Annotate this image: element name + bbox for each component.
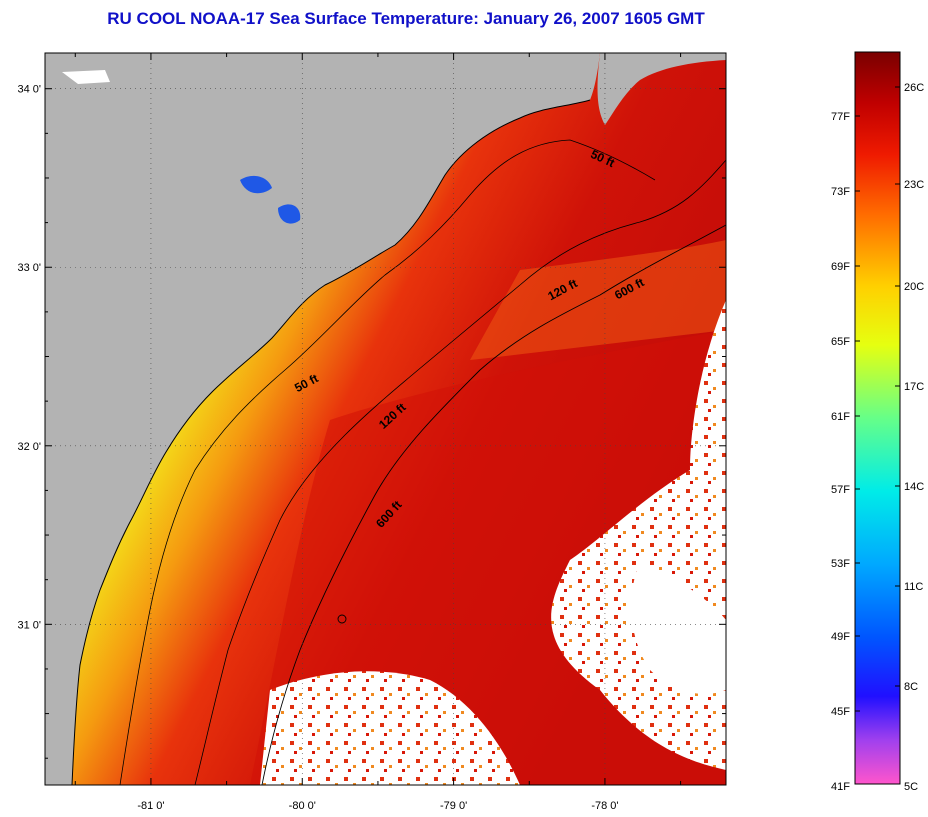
colorbar-fahrenheit-label: 69F bbox=[831, 261, 850, 273]
inland-lake bbox=[278, 204, 301, 224]
map-area bbox=[45, 53, 726, 785]
colorbar-celsius-label: 5C bbox=[904, 781, 918, 793]
inland-lake bbox=[62, 70, 110, 84]
colorbar-celsius-label: 17C bbox=[904, 381, 924, 393]
colorbar-celsius-label: 11C bbox=[904, 581, 923, 593]
colorbar-fahrenheit-label: 49F bbox=[831, 631, 850, 643]
colorbar-fahrenheit-label: 61F bbox=[831, 411, 850, 423]
colorbar-celsius-label: 20C bbox=[904, 281, 924, 293]
lon-tick-label: -81 0' bbox=[137, 800, 164, 812]
cloud-cover-south bbox=[260, 671, 520, 785]
colorbar-fahrenheit-label: 41F bbox=[831, 781, 850, 793]
lat-tick-label: 33 0' bbox=[17, 262, 41, 274]
colorbar-scale bbox=[854, 51, 901, 785]
lat-tick-label: 34 0' bbox=[17, 84, 41, 96]
colorbar: 77F 73F 69F 65F 61F 57F 53F 49F 45F 41F 26C 23C 20C… bbox=[831, 51, 924, 793]
colorbar-fahrenheit-labels: 77F 73F 69F 65F 61F 57F 53F 49F 45F 41F bbox=[831, 111, 850, 793]
land-mass-north bbox=[597, 53, 726, 125]
lon-tick-label: -78 0' bbox=[591, 800, 618, 812]
colorbar-celsius-labels: 26C 23C 20C 17C 14C 11C 8C 5C bbox=[904, 82, 924, 793]
axis-ticks bbox=[45, 53, 726, 785]
depth-contour-50ft bbox=[119, 139, 656, 785]
colorbar-fahrenheit-label: 53F bbox=[831, 558, 850, 570]
colorbar-fahrenheit-label: 57F bbox=[831, 484, 850, 496]
colorbar-ticks bbox=[855, 86, 900, 712]
lon-tick-label: -80 0' bbox=[289, 800, 316, 812]
latitude-labels: 34 0' 33 0' 32 0' 31 0' bbox=[17, 84, 41, 632]
lon-tick-label: -79 0' bbox=[440, 800, 467, 812]
lat-lon-grid bbox=[45, 53, 726, 785]
coastline bbox=[71, 99, 591, 785]
map-frame bbox=[44, 52, 727, 786]
inland-lake bbox=[240, 175, 272, 194]
land-mass bbox=[45, 53, 600, 785]
lat-tick-label: 31 0' bbox=[17, 619, 41, 631]
colorbar-celsius-label: 8C bbox=[904, 681, 918, 693]
depth-contour-600ft bbox=[261, 224, 726, 785]
colorbar-celsius-label: 26C bbox=[904, 82, 924, 94]
colorbar-celsius-label: 23C bbox=[904, 179, 924, 191]
cloud-cover-patch bbox=[631, 560, 726, 694]
colorbar-celsius-label: 14C bbox=[904, 481, 924, 493]
colorbar-fahrenheit-label: 45F bbox=[831, 706, 850, 718]
station-marker bbox=[337, 614, 347, 624]
depth-contour-120ft bbox=[194, 159, 726, 785]
map-title: RU COOL NOAA-17 Sea Surface Temperature:… bbox=[107, 9, 705, 28]
colorbar-fahrenheit-label: 73F bbox=[831, 186, 850, 198]
longitude-labels: -81 0' -80 0' -79 0' -78 0' bbox=[137, 800, 618, 812]
colorbar-fahrenheit-label: 65F bbox=[831, 336, 850, 348]
colorbar-fahrenheit-label: 77F bbox=[831, 111, 850, 123]
lat-tick-label: 32 0' bbox=[17, 441, 41, 453]
